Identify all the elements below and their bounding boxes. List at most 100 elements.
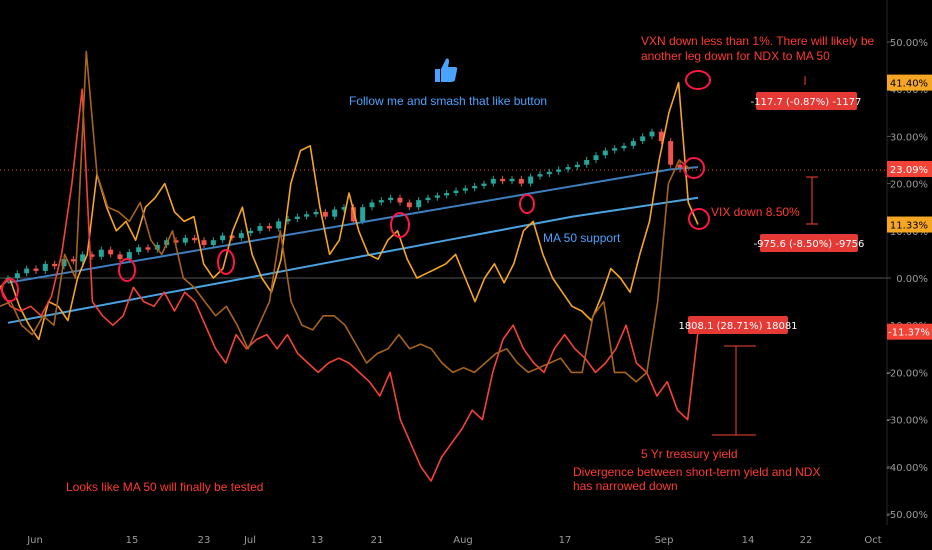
series-line-5 — [0, 50, 691, 383]
x-tick-label: 17 — [559, 535, 572, 546]
candle-body — [80, 254, 86, 262]
annotation-vxn-line2: another leg down for NDX to MA 50 — [641, 49, 830, 63]
candle-body — [136, 247, 142, 253]
y-tick-label: 30.00% — [890, 132, 928, 143]
candle-body — [518, 178, 524, 184]
circle-markers — [1, 70, 711, 302]
candle-body — [668, 141, 674, 165]
annotation-like: Follow me and smash that like button — [349, 94, 547, 108]
candle-body — [332, 209, 338, 217]
candle-body — [266, 226, 272, 229]
highlight-ellipse — [118, 258, 136, 282]
candle-body — [406, 202, 412, 208]
candle-body — [621, 145, 627, 149]
annotation-divergence-line1: Divergence between short-term yield and … — [573, 465, 820, 479]
y-tick-label: 20.00% — [890, 180, 928, 191]
annotation-layer: -117.7 (-0.87%) -1177 -975.6 (-8.50%) -9… — [66, 34, 875, 494]
series-line-1 — [7, 166, 699, 284]
candle-body — [612, 148, 618, 151]
highlight-ellipse — [685, 70, 711, 90]
y-tick-label: 50.00% — [890, 38, 928, 49]
candle-body — [210, 240, 216, 245]
candle-body — [98, 249, 104, 257]
candle-body — [481, 183, 487, 186]
price-tag — [887, 74, 932, 91]
candle-body — [220, 235, 226, 241]
candle-body — [500, 178, 506, 182]
x-tick-label: 21 — [371, 535, 384, 546]
candle-body — [108, 249, 114, 255]
candle-body — [388, 197, 394, 201]
price-tag-label: 11.33% — [890, 221, 928, 232]
annotation-vxn-line1: VXN down less than 1%. There will likely… — [641, 34, 875, 48]
candle-body — [89, 254, 95, 257]
candle-body — [584, 160, 590, 165]
x-tick-label: Aug — [453, 535, 473, 546]
x-tick-label: Jun — [26, 535, 43, 546]
annotation-treasury: 5 Yr treasury yield — [641, 447, 738, 461]
candle-body — [276, 221, 282, 229]
candle-body — [126, 252, 132, 260]
x-tick-label: 15 — [126, 535, 139, 546]
highlight-ellipse — [688, 208, 710, 230]
price-tag — [887, 216, 932, 233]
highlight-ellipse — [390, 212, 410, 238]
candle-body — [462, 188, 468, 191]
highlight-ellipse — [683, 157, 705, 179]
price-tags: 41.40% 23.09% 11.33% -11.37% — [887, 74, 932, 340]
candle-body — [369, 202, 375, 208]
change-badge-treasury-text: 1808.1 (28.71%) 18081 — [678, 321, 797, 332]
candle-body — [145, 247, 151, 250]
candle-body — [117, 254, 123, 260]
thumbs-up-icon — [435, 58, 458, 82]
change-badge-vix-text: -975.6 (-8.50%) -9756 — [754, 239, 865, 250]
change-badge-treasury: 1808.1 (28.71%) 18081 — [678, 316, 798, 334]
candle-body — [285, 219, 291, 222]
candle-body — [425, 197, 431, 201]
candle-body — [593, 155, 599, 160]
candle-body — [546, 171, 552, 175]
candle-body — [565, 167, 571, 170]
candle-body — [257, 226, 263, 231]
candle-body — [350, 207, 356, 222]
candle-body — [537, 174, 543, 177]
series-line-4 — [0, 88, 699, 482]
candle-body — [397, 197, 403, 203]
x-tick-label: 23 — [198, 535, 211, 546]
candle-body — [528, 176, 534, 184]
series-line-2 — [7, 196, 699, 324]
candle-body — [70, 259, 76, 262]
candle-body — [322, 211, 328, 217]
x-tick-label: 14 — [742, 535, 755, 546]
candle-body — [192, 237, 198, 241]
y-tick-label: -50.00% — [886, 510, 928, 521]
x-tick-label: 22 — [800, 535, 813, 546]
candle-body — [201, 240, 207, 245]
candle-body — [360, 207, 366, 222]
annotation-divergence-line2: has narrowed down — [573, 479, 678, 493]
price-tag-label: 41.40% — [890, 79, 928, 90]
candle-body — [182, 237, 188, 243]
candle-body — [434, 195, 440, 198]
change-badge-vxn-text: -117.7 (-0.87%) -1177 — [751, 97, 862, 108]
candle-body — [556, 169, 562, 172]
candle-body — [677, 164, 683, 170]
change-badge-vix: -975.6 (-8.50%) -9756 — [754, 234, 865, 252]
candle-body — [602, 150, 608, 156]
candle-body — [14, 273, 20, 278]
x-tick-label: Sep — [655, 535, 674, 546]
change-badge-vxn: -117.7 (-0.87%) -1177 — [751, 92, 862, 110]
x-tick-label: Oct — [864, 535, 881, 546]
x-tick-label: Jul — [243, 535, 256, 546]
y-tick-label: 0.00% — [896, 274, 928, 285]
series-line-3 — [0, 81, 699, 341]
candle-body — [630, 141, 636, 146]
candle-body — [416, 200, 422, 208]
candle-body — [341, 207, 347, 210]
y-tick-label: -20.00% — [886, 368, 928, 379]
annotation-ma50-tested: Looks like MA 50 will finally be tested — [66, 480, 263, 494]
vix-range-marker — [806, 176, 818, 225]
candle-body — [248, 230, 254, 234]
